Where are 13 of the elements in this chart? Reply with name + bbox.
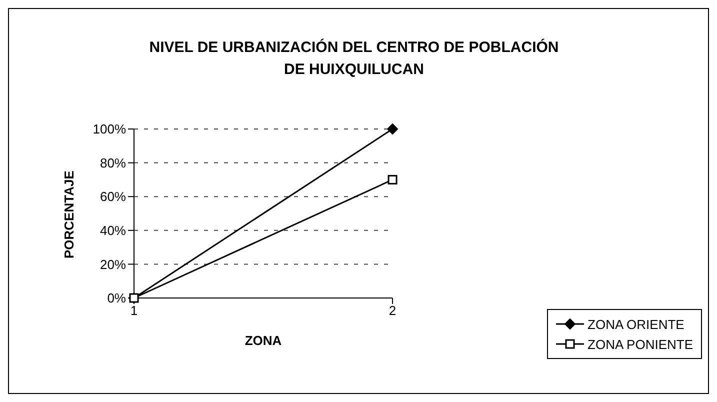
y-tick-label: 0% <box>107 290 126 306</box>
chart-title: NIVEL DE URBANIZACIÓN DEL CENTRO DE POBLACIÓN DE HUIXQUILUCAN <box>148 38 560 80</box>
x-tick-label: 2 <box>388 303 396 318</box>
y-tick-label: 20% <box>100 256 126 272</box>
y-tick-label: 100% <box>92 122 126 137</box>
y-tick-label: 80% <box>100 155 126 170</box>
x-tick-label: 1 <box>130 303 138 318</box>
y-axis-title: PORCENTAJE <box>62 170 77 258</box>
x-axis-title: ZONA <box>244 333 282 348</box>
legend-label: ZONA PONIENTE <box>588 336 693 352</box>
y-tick-label: 40% <box>100 223 126 238</box>
legend-label: ZONA ORIENTE <box>588 316 684 332</box>
y-tick-label: 60% <box>100 189 126 204</box>
